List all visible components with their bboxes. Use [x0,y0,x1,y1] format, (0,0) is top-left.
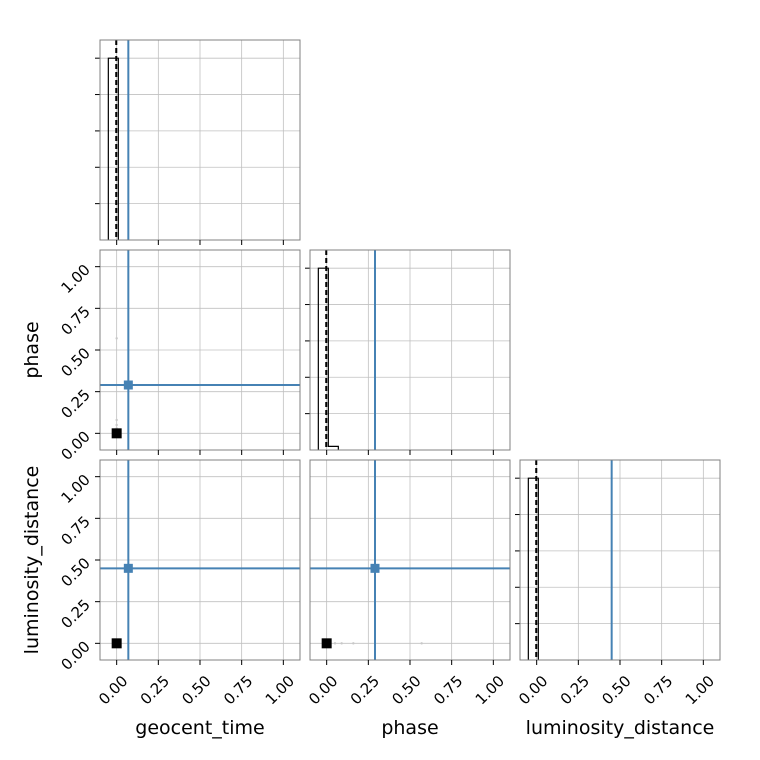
y-tick-label: 0.25 [57,596,93,632]
sample-point [340,642,343,645]
panel-luminosity_distance-geocent_time: 0.00 0.25 0.50 0.75 1.00geocent_time0.000.25… [21,459,301,739]
truth-marker [123,380,133,390]
sample-point [352,642,355,645]
x-tick-label: 1.00 [262,672,298,708]
sample-point [333,642,337,645]
panel-luminosity_distance-luminosity_distance: 0.00 0.25 0.50 0.75 1.00 luminosity_distance [515,459,721,739]
plot-area [310,460,510,660]
sample-point [115,423,118,427]
y-tick-label: 0.75 [57,302,93,338]
panel-luminosity_distance-phase: 0.00 0.25 0.50 0.75 1.00 phase [305,459,511,739]
x-tick-label: 0.25 [557,672,593,708]
plot-area [100,460,300,660]
x-axis-label-phase: phase [381,717,438,739]
plot-area [107,40,130,240]
x-tick-label: 0.25 [347,672,383,708]
x-tick-label: 0.50 [178,672,214,708]
x-tick-label: 1.00 [472,672,508,708]
x-tick-label: 0.00 [515,672,551,708]
histogram-luminosity_distance [527,477,539,660]
x-tick-label: 0.50 [388,672,424,708]
x-tick-label: 0.00 [95,672,131,708]
panel-phase-phase [305,249,511,455]
sample-point [115,418,118,422]
plot-area [100,250,300,450]
x-tick-label: 0.75 [430,672,466,708]
truth-marker [123,563,133,573]
plot-area [527,460,613,660]
y-tick-label: 1.00 [57,471,93,507]
y-tick-label: 0.25 [57,386,93,422]
plot-area [317,250,376,450]
panel-geocent_time-geocent_time [95,39,301,245]
y-tick-label: 0.00 [57,637,93,673]
panel-phase-geocent_time: 0.00 0.25 0.50 0.75 1.00 phase [21,249,301,464]
sample-point [115,337,118,340]
x-tick-label: 0.75 [220,672,256,708]
density-core [111,638,122,649]
y-tick-label: 0.50 [57,344,93,380]
x-axis-label-luminosity_distance: luminosity_distance [526,717,715,739]
density-core [321,638,332,649]
histogram-phase [317,267,339,450]
truth-marker [370,563,380,573]
sample-point [420,642,423,645]
histogram-geocent_time [107,57,119,240]
y-tick-label: 1.00 [57,261,93,297]
x-axis-label-geocent_time: geocent_time [135,717,264,739]
y-tick-label: 0.50 [57,554,93,590]
y-axis-label-luminosity_distance: luminosity_distance [21,466,43,655]
x-tick-label: 0.25 [137,672,173,708]
x-tick-label: 0.00 [305,672,341,708]
x-tick-label: 0.50 [598,672,634,708]
y-axis-label-phase: phase [21,321,43,378]
x-tick-label: 0.75 [640,672,676,708]
density-core [111,428,122,439]
y-tick-label: 0.75 [57,512,93,548]
x-tick-label: 1.00 [682,672,718,708]
y-tick-label: 0.00 [57,427,93,463]
